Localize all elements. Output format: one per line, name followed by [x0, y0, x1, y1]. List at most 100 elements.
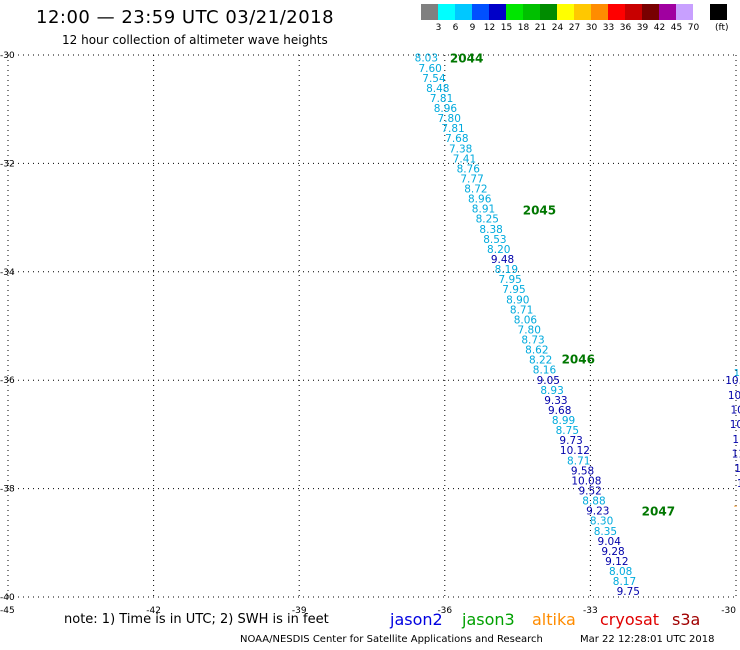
track2-value: 10.4	[730, 419, 740, 431]
track1-value: 8.93	[540, 385, 563, 397]
track1-value: 8.38	[479, 224, 502, 236]
pass-time-label: 2046	[562, 353, 595, 367]
track1-value: 8.71	[567, 455, 590, 467]
track1-value: 8.19	[495, 264, 518, 276]
track2-value: 10.	[725, 375, 740, 387]
track1-value: 8.73	[521, 335, 544, 347]
track1-value: 8.35	[594, 526, 617, 538]
track1-value: 7.38	[449, 143, 472, 155]
track1-value: 7.60	[418, 63, 441, 75]
footer-timestamp: Mar 22 12:28:01 UTC 2018	[580, 634, 715, 645]
scale-swatch	[710, 4, 727, 20]
scale-swatch	[557, 4, 574, 20]
scale-label: 30	[585, 23, 598, 33]
track1-value: 9.52	[578, 486, 601, 498]
x-tick-label: -36	[437, 606, 452, 616]
y-tick-label: -40	[0, 593, 15, 603]
track2-value: 11.34	[737, 478, 740, 490]
scale-label: 12	[483, 23, 496, 33]
track1-value: 9.04	[598, 536, 622, 548]
scale-unit: (ft)	[715, 23, 729, 33]
scale-label: 3	[435, 23, 442, 33]
track1-value: 7.54	[422, 73, 446, 85]
track1-value: 8.72	[464, 184, 487, 196]
track2-value: 11.18	[732, 449, 740, 461]
track1-value: 9.23	[586, 506, 609, 518]
scale-label: 15	[500, 23, 513, 33]
pass-time-label: 2045	[523, 203, 556, 217]
track1-value: 8.03	[415, 53, 438, 65]
track1-value: 7.80	[438, 113, 461, 125]
track1-value: 8.08	[609, 566, 632, 578]
scale-label: 6	[452, 23, 459, 33]
track2-value: 10.	[730, 405, 740, 417]
scale-label: 27	[568, 23, 581, 33]
track1-value: 9.48	[491, 254, 514, 266]
scale-swatch	[455, 4, 472, 20]
y-tick-label: -38	[0, 485, 15, 495]
track1-value: 8.99	[552, 415, 575, 427]
scale-label: 70	[687, 23, 700, 33]
scale-swatch	[676, 4, 693, 20]
track1-value: 8.06	[514, 314, 538, 326]
y-tick-label: -36	[0, 376, 15, 386]
track2-value: 10.36	[734, 463, 740, 475]
y-tick-label: -34	[0, 268, 15, 278]
track1-value: 7.41	[453, 153, 476, 165]
scale-label: 39	[636, 23, 649, 33]
x-tick-label: -30	[721, 606, 736, 616]
y-tick-label: -32	[0, 159, 15, 169]
scale-label: 36	[619, 23, 632, 33]
track1-value: 9.12	[605, 556, 628, 568]
track1-value: 9.68	[548, 405, 571, 417]
track1-value: 7.95	[498, 274, 521, 286]
track1-value: 10.08	[571, 475, 601, 487]
scale-swatch	[642, 4, 659, 20]
y-tick-label: -30	[0, 51, 15, 61]
track1-value: 8.20	[487, 244, 510, 256]
scale-swatch	[523, 4, 540, 20]
scale-swatch	[659, 4, 676, 20]
track1-value: 7.81	[430, 93, 453, 105]
track1-value: 8.25	[476, 214, 499, 226]
track1-value: 8.90	[506, 294, 529, 306]
pass-time-label: 2047	[642, 504, 675, 518]
track1-value: 7.68	[445, 133, 468, 145]
satellite-s3a: s3a	[672, 610, 701, 629]
scale-swatch	[421, 4, 438, 20]
track1-value: 8.91	[472, 204, 495, 216]
x-tick-label: -45	[0, 606, 15, 616]
track1-value: 8.30	[590, 516, 613, 528]
edge-mark: -	[734, 501, 738, 512]
track1-value: 7.77	[460, 173, 483, 185]
track1-value: 9.73	[559, 435, 582, 447]
scale-swatch	[591, 4, 608, 20]
scale-label: 21	[534, 23, 547, 33]
x-tick-label: -39	[292, 606, 307, 616]
scale-label: 42	[653, 23, 666, 33]
scale-label: 24	[551, 23, 564, 33]
x-tick-label: -42	[146, 606, 161, 616]
track2-value: 11.5	[732, 434, 740, 446]
scale-swatch	[438, 4, 455, 20]
track1-value: 8.16	[533, 365, 557, 377]
chart-title: 12:00 — 23:59 UTC 03/21/2018	[36, 7, 335, 28]
scale-label: 45	[670, 23, 683, 33]
track1-value: 8.48	[426, 83, 449, 95]
satellite-jason3: jason3	[462, 610, 515, 629]
scale-swatch	[489, 4, 506, 20]
track1-value: 8.96	[434, 103, 458, 115]
track1-value: 9.33	[544, 395, 567, 407]
scale-swatch	[574, 4, 591, 20]
track1-value: 8.17	[613, 576, 636, 588]
track1-value: 8.71	[510, 304, 533, 316]
track1-value: 7.80	[518, 324, 541, 336]
track1-value: 8.76	[457, 163, 481, 175]
scale-swatch	[472, 4, 489, 20]
track1-value: 10.12	[560, 445, 590, 457]
chart-subtitle: 12 hour collection of altimeter wave hei…	[62, 33, 328, 47]
x-tick-label: -33	[583, 606, 598, 616]
scale-swatch	[693, 4, 710, 20]
edge-mark: 1	[734, 368, 740, 379]
